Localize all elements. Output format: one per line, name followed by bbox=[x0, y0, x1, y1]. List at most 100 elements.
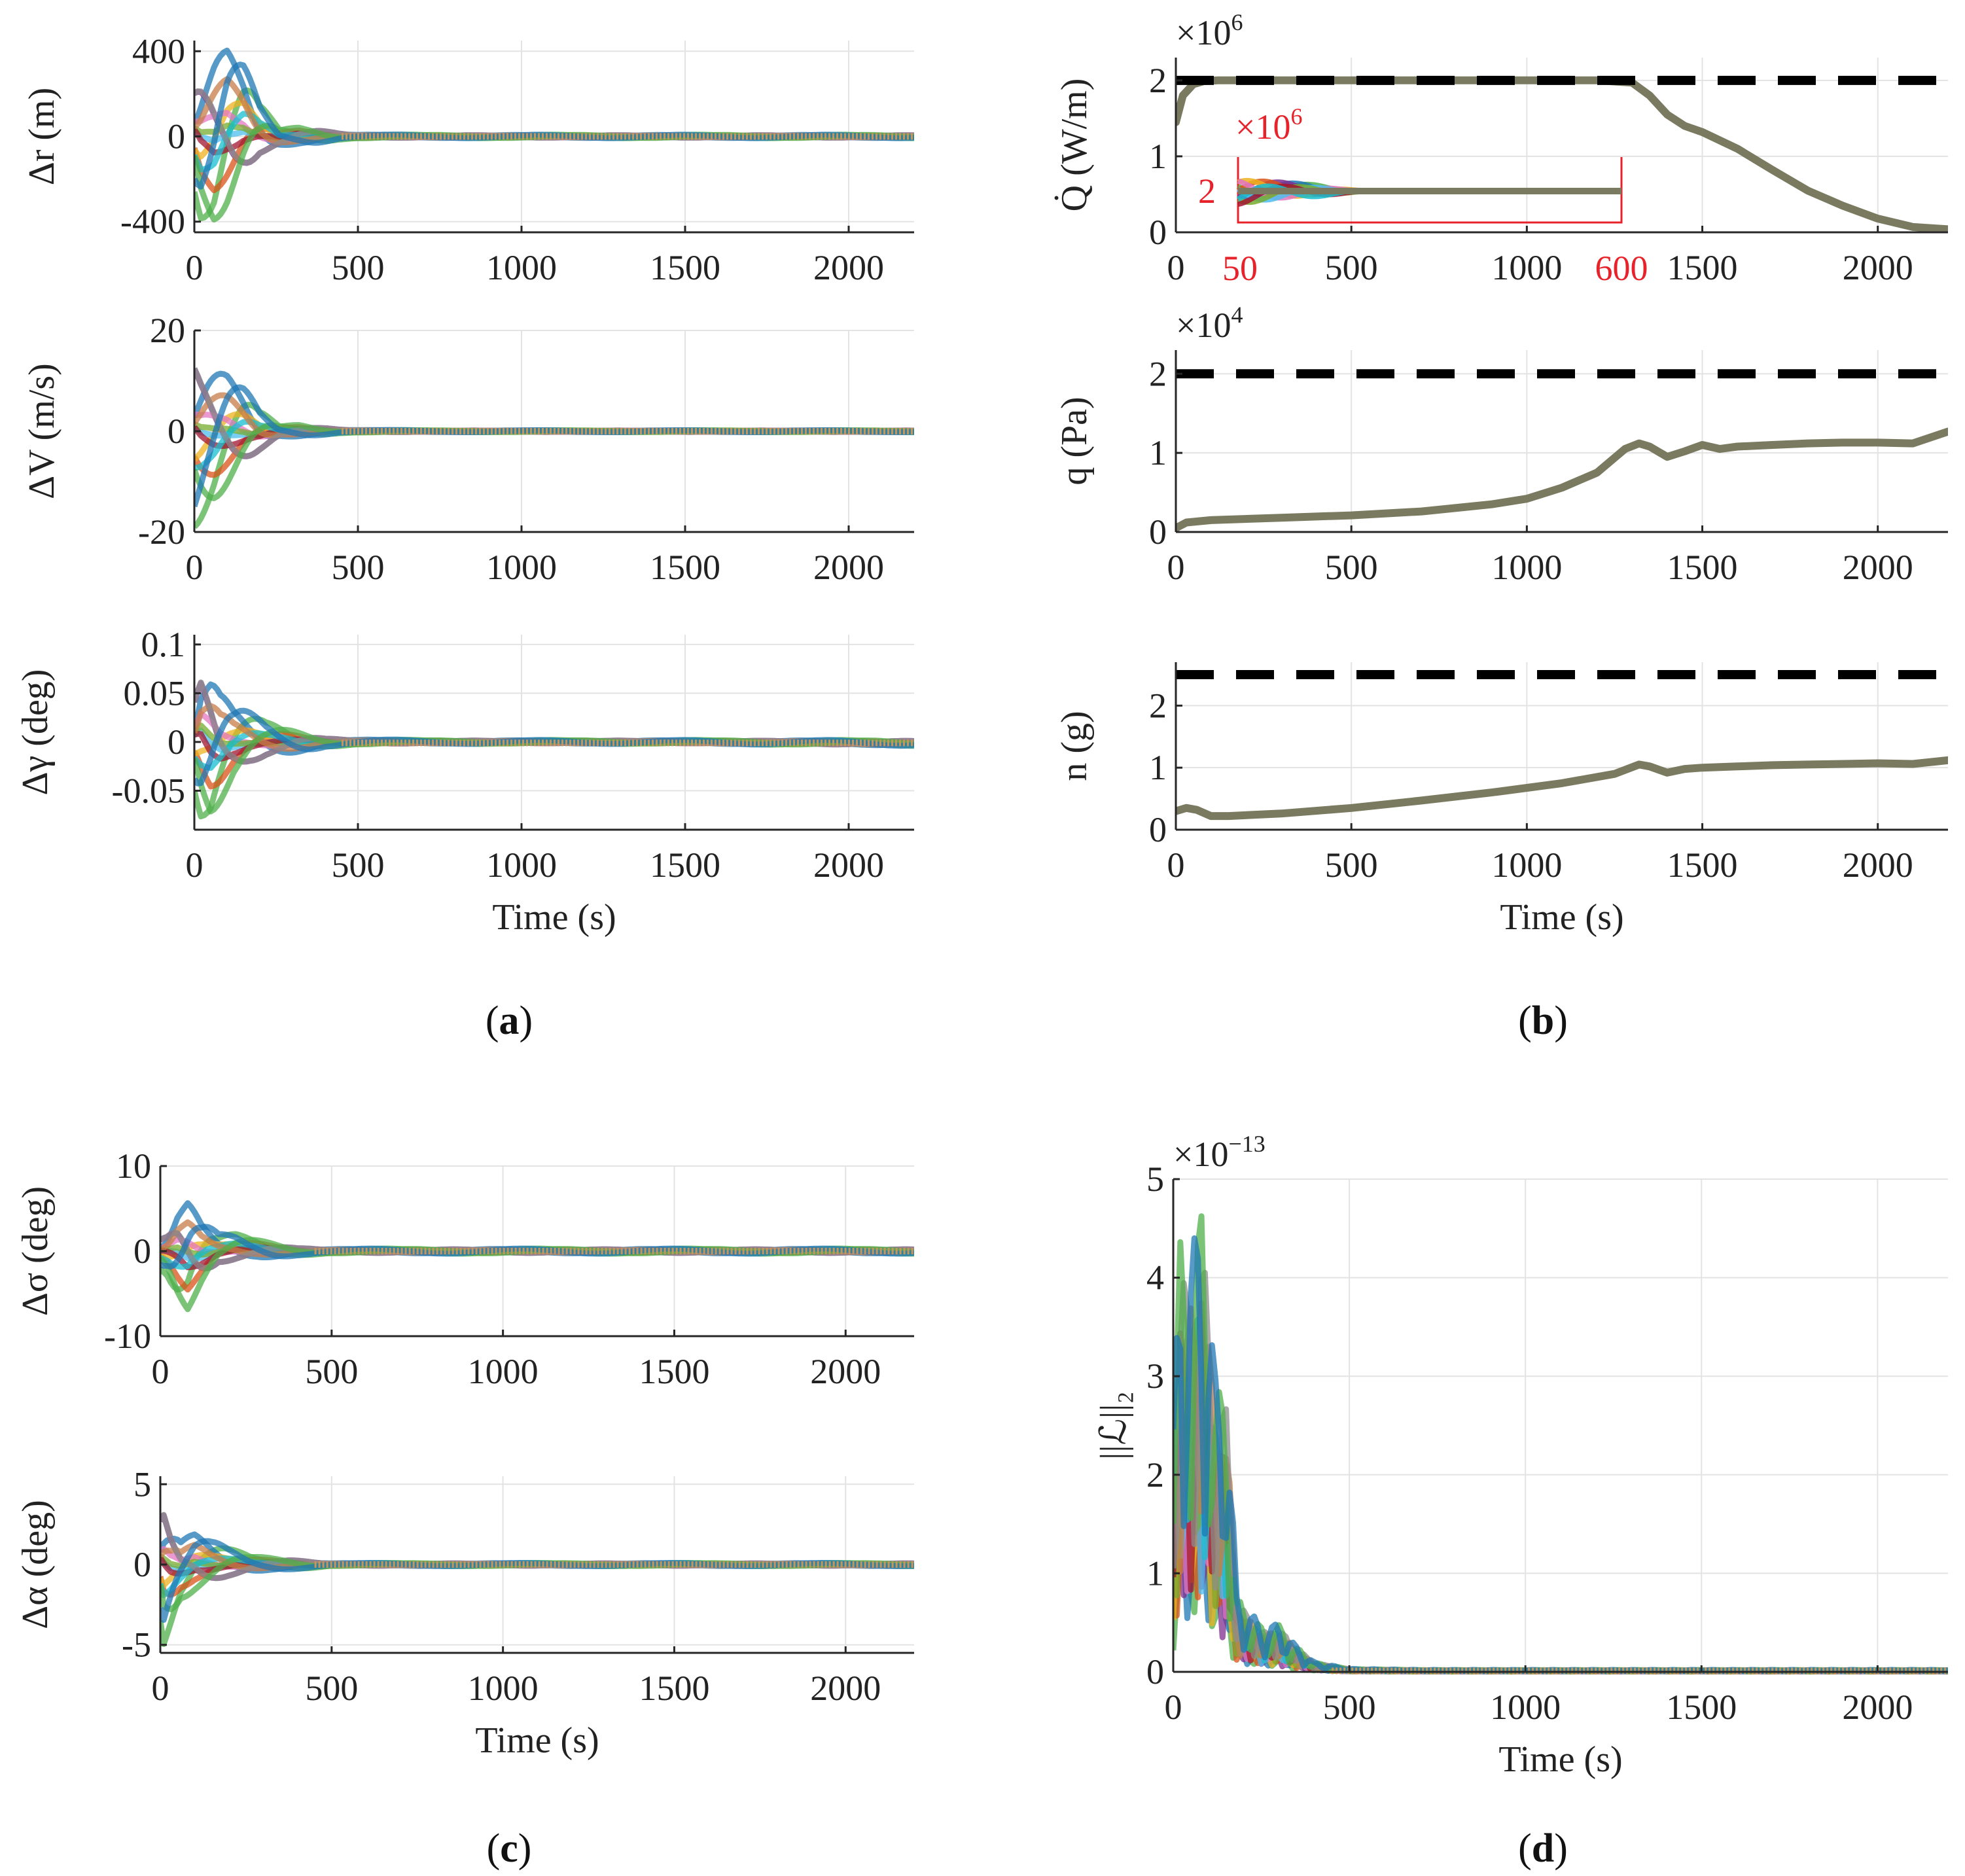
y-multiplier-base: ×10 bbox=[1176, 13, 1231, 52]
x-tick-label: 500 bbox=[332, 248, 385, 287]
x-tick-label: 2000 bbox=[1843, 548, 1913, 587]
y-tick-label: 5 bbox=[1146, 1159, 1164, 1199]
dispersion-trace bbox=[160, 1224, 914, 1270]
dispersion-trace bbox=[1173, 1300, 1948, 1674]
y-multiplier-exp: 4 bbox=[1231, 302, 1243, 328]
y-axis-label: n (g) bbox=[1054, 711, 1095, 781]
y-multiplier-base: ×10 bbox=[1176, 306, 1231, 345]
x-tick-label: 500 bbox=[305, 1352, 358, 1391]
y-axis-label: Δγ (deg) bbox=[15, 669, 56, 796]
y-tick-label: 1 bbox=[1149, 137, 1167, 176]
dispersion-trace bbox=[1173, 1394, 1948, 1674]
dispersion-trace bbox=[1173, 1362, 1948, 1674]
x-tick-label: 1000 bbox=[1491, 845, 1562, 885]
x-tick-label: 1000 bbox=[486, 845, 557, 885]
y-tick-label: 0 bbox=[1146, 1652, 1164, 1691]
plot-area bbox=[194, 47, 914, 222]
x-tick-label: 1500 bbox=[639, 1352, 709, 1391]
x-tick-label: 1000 bbox=[468, 1669, 539, 1708]
plot-dynamic-pressure: 0 500 1000 1500 2000 0 1 2 q (Pa) ×104 bbox=[1054, 302, 1948, 587]
x-tick-label: 1500 bbox=[1667, 845, 1738, 885]
dispersion-trace bbox=[194, 87, 914, 222]
dispersion-trace bbox=[194, 367, 914, 459]
y-tick-label: -10 bbox=[104, 1317, 151, 1356]
y-axis-label: ΔV (m/s) bbox=[22, 363, 62, 499]
y-multiplier: ×106 bbox=[1176, 9, 1243, 52]
x-tick-label: 1000 bbox=[1490, 1688, 1561, 1727]
y-tick-label: 10 bbox=[116, 1146, 151, 1186]
y-tick-label: 1 bbox=[1149, 748, 1167, 787]
x-tick-label: 1000 bbox=[486, 248, 557, 287]
dispersion-trace bbox=[1173, 1317, 1948, 1674]
x-tick-label: 0 bbox=[1167, 548, 1185, 587]
y-tick-label: 0 bbox=[133, 1231, 151, 1271]
dispersion-trace bbox=[1173, 1398, 1948, 1675]
x-tick-label: 1000 bbox=[468, 1352, 539, 1391]
y-tick-label: 0 bbox=[168, 117, 185, 156]
y-tick-label: 1 bbox=[1149, 433, 1167, 472]
dispersion-trace bbox=[194, 367, 914, 459]
x-tick-label: 1500 bbox=[1667, 548, 1738, 587]
y-tick-label: 20 bbox=[150, 311, 185, 350]
x-tick-label: 1500 bbox=[1666, 1688, 1737, 1727]
x-axis-title-d: Time (s) bbox=[1498, 1739, 1622, 1780]
x-tick-label: 0 bbox=[186, 248, 204, 287]
y-multiplier-exp: 6 bbox=[1231, 9, 1243, 35]
x-tick-label: 500 bbox=[1323, 1688, 1376, 1727]
x-tick-label: 500 bbox=[1325, 845, 1378, 885]
x-tick-label: 1500 bbox=[639, 1669, 709, 1708]
x-tick-label: 1000 bbox=[486, 548, 557, 587]
series-line bbox=[1176, 76, 1948, 234]
panel-label-b: (b) bbox=[1518, 999, 1568, 1043]
dispersion-trace bbox=[160, 1538, 914, 1623]
x-tick-label: 500 bbox=[332, 548, 385, 587]
x-tick-label: 2000 bbox=[1842, 1688, 1913, 1727]
y-tick-label: 5 bbox=[133, 1464, 151, 1504]
inset-x-label-end: 600 bbox=[1595, 249, 1648, 288]
y-tick-label: -5 bbox=[122, 1625, 151, 1665]
y-tick-label: 0 bbox=[168, 722, 185, 762]
x-tick-label: 500 bbox=[1325, 548, 1378, 587]
x-tick-label: 0 bbox=[186, 548, 204, 587]
y-tick-label: 1 bbox=[1146, 1553, 1164, 1593]
y-axis-label: Q̇ (W/m) bbox=[1053, 79, 1095, 212]
x-axis-title-b: Time (s) bbox=[1500, 897, 1623, 938]
y-tick-label: 4 bbox=[1146, 1258, 1164, 1298]
x-tick-label: 2000 bbox=[810, 1669, 881, 1708]
inset-y-label: 2 bbox=[1198, 171, 1216, 211]
x-tick-label: 2000 bbox=[813, 548, 884, 587]
y-axis-label: q (Pa) bbox=[1054, 397, 1095, 485]
x-tick-label: 1000 bbox=[1491, 548, 1562, 587]
inset-x-label-start: 50 bbox=[1222, 249, 1258, 288]
plot-area bbox=[1173, 1213, 1948, 1675]
plot-area bbox=[194, 679, 914, 820]
x-tick-label: 1500 bbox=[650, 845, 720, 885]
y-axis-label: ||ℒ||₂ bbox=[1093, 1391, 1134, 1460]
x-tick-label: 0 bbox=[1167, 845, 1185, 885]
plot-lagrangian-norm: 0 500 1000 1500 2000 0 1 2 3 4 5 ||ℒ||₂ ×10−13 Time (… bbox=[1093, 1131, 1948, 1780]
heat-flux-inset: 2 ×106 50 600 bbox=[1198, 103, 1648, 288]
x-tick-label: 2000 bbox=[810, 1352, 881, 1391]
x-tick-label: 2000 bbox=[813, 248, 884, 287]
x-tick-label: 0 bbox=[152, 1669, 169, 1708]
x-tick-label: 2000 bbox=[1843, 248, 1913, 287]
x-tick-label: 500 bbox=[305, 1669, 358, 1708]
y-multiplier-base: ×10 bbox=[1173, 1135, 1228, 1174]
x-tick-label: 1000 bbox=[1491, 248, 1562, 287]
dispersion-trace bbox=[1173, 1213, 1948, 1674]
x-tick-label: 500 bbox=[332, 845, 385, 885]
series-line bbox=[1176, 756, 1948, 821]
x-tick-label: 1500 bbox=[650, 248, 720, 287]
x-tick-label: 500 bbox=[1325, 248, 1378, 287]
y-tick-label: 0.1 bbox=[141, 625, 186, 664]
plot-area bbox=[1176, 76, 1948, 234]
x-tick-label: 0 bbox=[1165, 1688, 1182, 1727]
y-tick-label: -400 bbox=[120, 202, 185, 241]
y-tick-label: 0 bbox=[168, 412, 185, 451]
